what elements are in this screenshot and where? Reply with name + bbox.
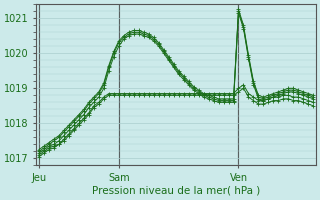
X-axis label: Pression niveau de la mer( hPa ): Pression niveau de la mer( hPa ) [92, 186, 260, 196]
